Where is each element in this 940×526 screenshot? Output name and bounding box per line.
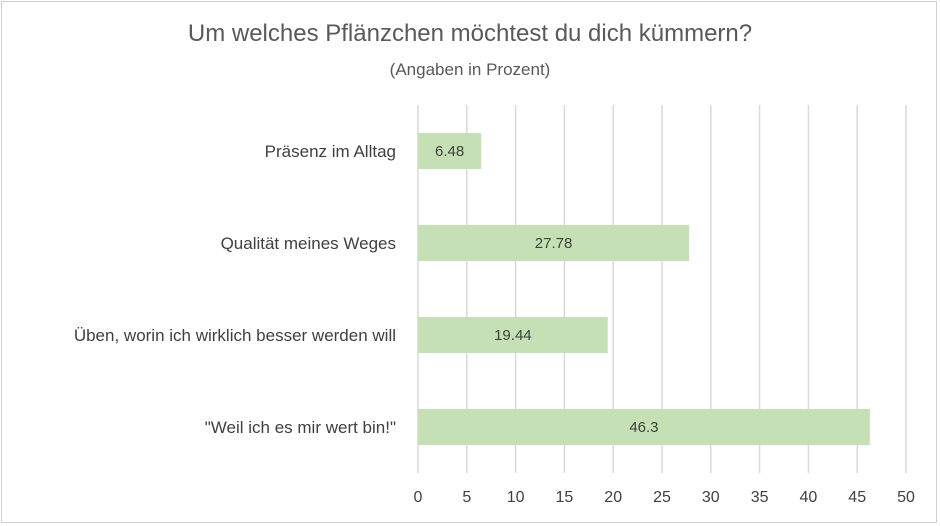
- category-label: Üben, worin ich wirklich besser werden w…: [74, 326, 396, 345]
- category-label: Qualität meines Weges: [221, 234, 396, 253]
- chart-title: Um welches Pflänzchen möchtest du dich k…: [187, 20, 753, 47]
- x-tick-label: 15: [556, 489, 574, 506]
- data-label: 19.44: [494, 327, 532, 344]
- x-tick-label: 35: [751, 489, 769, 506]
- bar: [418, 133, 482, 169]
- category-label: "Weil ich es mir wert bin!": [205, 418, 396, 437]
- data-label: 27.78: [535, 235, 573, 252]
- category-label: Präsenz im Alltag: [265, 142, 396, 161]
- bar: [418, 409, 870, 445]
- x-tick-label: 20: [604, 489, 622, 506]
- x-tick-label: 50: [897, 489, 915, 506]
- x-tick-label: 40: [800, 489, 818, 506]
- data-label: 6.48: [435, 143, 464, 160]
- data-label: 46.3: [629, 419, 658, 436]
- x-tick-label: 30: [702, 489, 720, 506]
- bar: [418, 317, 608, 353]
- x-tick-label: 0: [414, 489, 423, 506]
- bar: [418, 225, 690, 261]
- x-tick-label: 45: [848, 489, 866, 506]
- chart-subtitle: (Angaben in Prozent): [389, 60, 551, 79]
- x-tick-label: 5: [462, 489, 471, 506]
- x-tick-label: 10: [507, 489, 525, 506]
- x-tick-label: 25: [653, 489, 671, 506]
